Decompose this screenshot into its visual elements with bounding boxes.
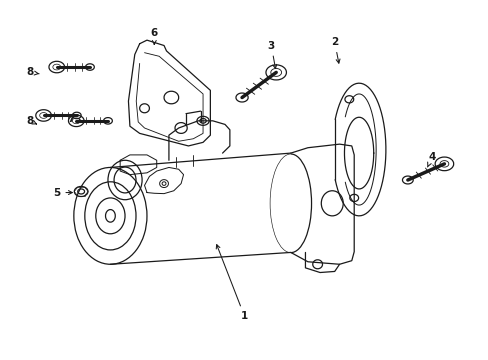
Text: 2: 2 bbox=[330, 37, 339, 63]
Text: 3: 3 bbox=[267, 41, 276, 68]
Text: 4: 4 bbox=[427, 152, 435, 167]
Text: 6: 6 bbox=[150, 28, 158, 44]
Text: 8: 8 bbox=[26, 67, 39, 77]
Text: 7: 7 bbox=[67, 114, 82, 124]
Text: 1: 1 bbox=[216, 245, 247, 321]
Text: 8: 8 bbox=[26, 116, 37, 126]
Text: 5: 5 bbox=[53, 188, 72, 198]
